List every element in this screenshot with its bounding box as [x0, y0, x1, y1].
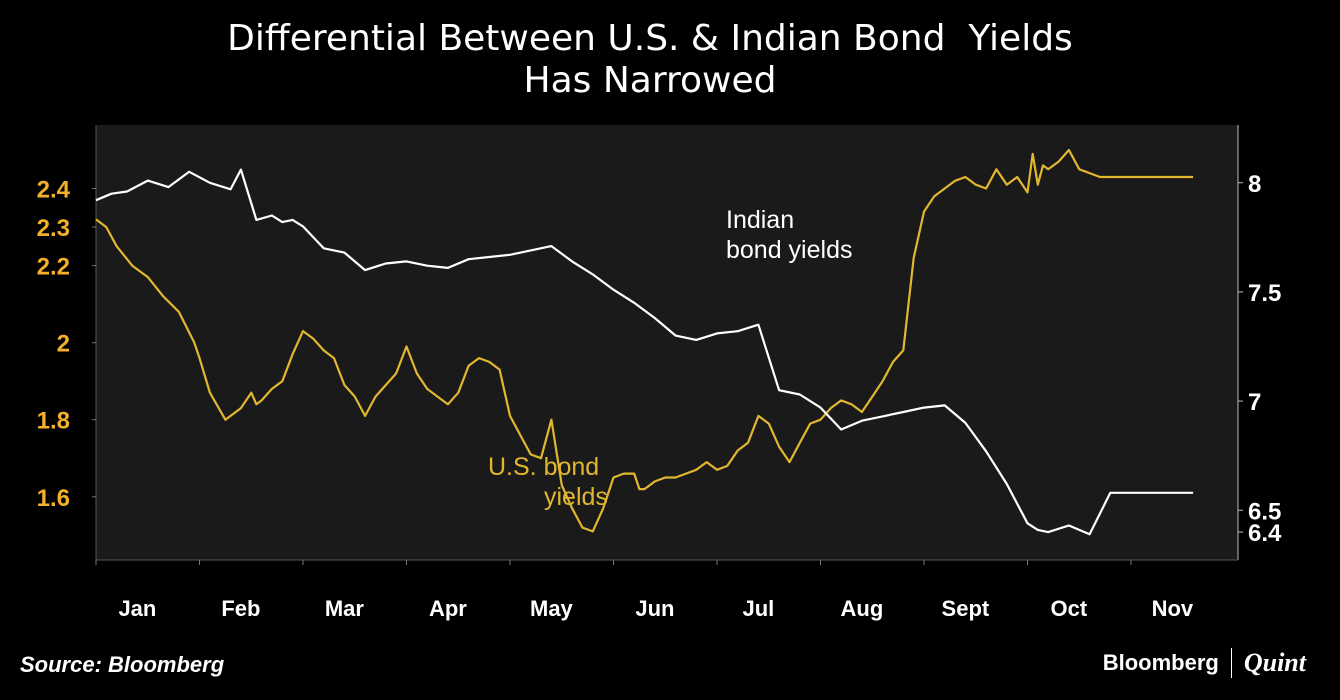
left-axis-tick-label: 2.2 — [37, 254, 70, 281]
plot-area — [96, 125, 1238, 560]
right-axis-tick-label: 6.4 — [1248, 520, 1282, 547]
right-axis-tick-label: 7 — [1248, 389, 1261, 416]
right-axis-tick-label: 7.5 — [1248, 280, 1281, 307]
brand-logo: Bloomberg Quint — [1103, 648, 1306, 678]
left-axis-tick-label: 1.8 — [37, 408, 70, 435]
left-axis-tick-label: 2.4 — [37, 177, 71, 204]
indian-bond-yields-annotation: bond yields — [726, 236, 852, 264]
x-axis-month-label: Sept — [942, 596, 990, 621]
brand-divider — [1230, 648, 1232, 678]
indian-bond-yield-line — [95, 168, 1194, 536]
us-bond-yield-line — [95, 148, 1194, 533]
left-axis-tick-label: 1.6 — [37, 485, 70, 512]
left-axis-tick-label: 2 — [57, 331, 70, 358]
left-axis-tick-label: 2.3 — [37, 215, 70, 242]
us-bond-yields-annotation: U.S. bond — [488, 453, 599, 481]
x-axis-month-label: Aug — [841, 596, 884, 621]
right-axis-tick-label: 6.5 — [1248, 498, 1281, 525]
brand-quint: Quint — [1243, 648, 1306, 677]
chart-title: Differential Between U.S. & Indian Bond … — [0, 18, 1300, 102]
us-bond-yields-annotation: yields — [544, 483, 608, 511]
x-axis-month-label: Jul — [743, 596, 775, 621]
x-axis-month-label: Jan — [118, 596, 156, 621]
right-axis-tick-label: 8 — [1248, 171, 1261, 198]
chart-title-line-1: Differential Between U.S. & Indian Bond … — [227, 18, 1073, 59]
x-axis-month-label: Nov — [1152, 596, 1194, 621]
x-axis-month-label: Mar — [325, 596, 365, 621]
x-axis-month-label: Apr — [429, 596, 467, 621]
x-axis-month-label: May — [530, 596, 574, 621]
brand-bloomberg: Bloomberg — [1102, 650, 1219, 675]
source-note: Source: Bloomberg — [20, 652, 225, 677]
x-axis-month-label: Jun — [635, 596, 674, 621]
chart-title-line-2: Has Narrowed — [523, 60, 777, 101]
x-axis-month-label: Oct — [1051, 596, 1088, 621]
indian-bond-yields-annotation: Indian — [726, 206, 794, 234]
x-axis-month-label: Feb — [221, 596, 260, 621]
